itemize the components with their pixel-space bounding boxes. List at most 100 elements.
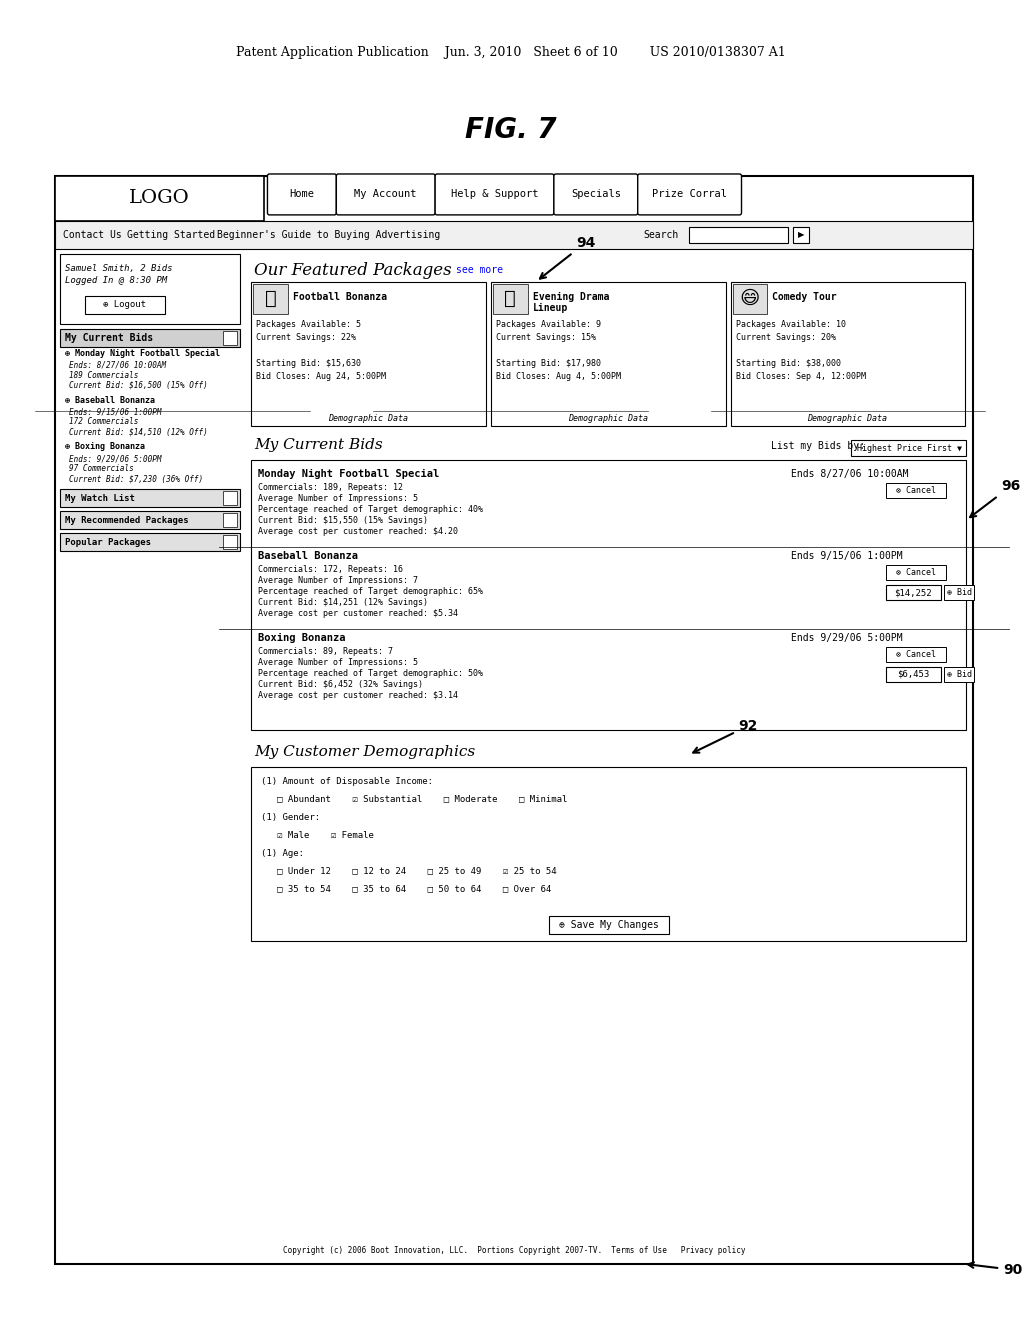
FancyBboxPatch shape xyxy=(638,174,741,215)
Text: Current Savings: 15%: Current Savings: 15% xyxy=(496,333,596,342)
Text: Average Number of Impressions: 5: Average Number of Impressions: 5 xyxy=(258,494,419,503)
Bar xyxy=(222,331,237,345)
Text: ⊗ Cancel: ⊗ Cancel xyxy=(896,568,936,577)
Text: Commercials: 172, Repeats: 16: Commercials: 172, Repeats: 16 xyxy=(258,565,403,574)
Text: Packages Available: 9: Packages Available: 9 xyxy=(496,319,601,329)
Bar xyxy=(944,667,974,682)
Text: Current Bid: $14,510 (12% Off): Current Bid: $14,510 (12% Off) xyxy=(69,428,208,437)
Bar xyxy=(59,329,240,347)
Text: ⊕ Baseball Bonanza: ⊕ Baseball Bonanza xyxy=(65,396,155,404)
Text: $14,252: $14,252 xyxy=(894,589,932,597)
Bar xyxy=(886,585,941,601)
Text: Bid Closes: Aug 24, 5:00PM: Bid Closes: Aug 24, 5:00PM xyxy=(256,372,386,380)
Text: Highest Price First ▼: Highest Price First ▼ xyxy=(857,444,962,453)
FancyBboxPatch shape xyxy=(435,174,554,215)
Text: 🏈: 🏈 xyxy=(264,289,276,309)
Text: Monday Night Football Special: Monday Night Football Special xyxy=(258,470,439,479)
Text: Prize Corral: Prize Corral xyxy=(652,190,727,199)
Text: Average Number of Impressions: 5: Average Number of Impressions: 5 xyxy=(258,657,419,667)
Text: ⊗ Cancel: ⊗ Cancel xyxy=(896,486,936,495)
Bar xyxy=(55,176,973,1263)
Bar xyxy=(222,535,237,549)
Bar xyxy=(730,281,965,426)
Text: Current Savings: 22%: Current Savings: 22% xyxy=(256,333,356,342)
Text: Contact Us: Contact Us xyxy=(62,230,122,240)
Text: Our Featured Packages: Our Featured Packages xyxy=(255,261,453,279)
Bar xyxy=(59,533,240,552)
Text: Bid Closes: Aug 4, 5:00PM: Bid Closes: Aug 4, 5:00PM xyxy=(496,372,621,380)
Text: Copyright (c) 2006 Boot Innovation, LLC.  Portions Copyright 2007-TV.  Terms of : Copyright (c) 2006 Boot Innovation, LLC.… xyxy=(283,1246,745,1255)
Bar xyxy=(55,220,973,249)
Text: see more: see more xyxy=(456,265,503,275)
Text: Starting Bid: $38,000: Starting Bid: $38,000 xyxy=(735,359,841,367)
Text: List my Bids by:: List my Bids by: xyxy=(771,441,865,451)
Text: 😄: 😄 xyxy=(739,289,760,309)
Text: Packages Available: 10: Packages Available: 10 xyxy=(735,319,846,329)
Text: (1) Gender:: (1) Gender: xyxy=(261,813,321,821)
Text: (1) Amount of Disposable Income:: (1) Amount of Disposable Income: xyxy=(261,776,433,785)
Text: 94: 94 xyxy=(540,236,595,279)
Text: 189 Commercials: 189 Commercials xyxy=(69,371,138,380)
Text: My Current Bids: My Current Bids xyxy=(65,333,153,343)
Text: Average cost per customer reached: $5.34: Average cost per customer reached: $5.34 xyxy=(258,609,459,618)
FancyBboxPatch shape xyxy=(336,174,435,215)
Text: Starting Bid: $17,980: Starting Bid: $17,980 xyxy=(496,359,601,367)
Text: Ends: 9/15/06 1:00PM: Ends: 9/15/06 1:00PM xyxy=(69,408,162,417)
Text: Current Bid: $15,550 (15% Savings): Current Bid: $15,550 (15% Savings) xyxy=(258,516,428,525)
Text: Specials: Specials xyxy=(570,190,621,199)
Bar xyxy=(254,284,289,314)
Bar xyxy=(549,916,669,935)
Text: Football Bonanza: Football Bonanza xyxy=(294,292,387,302)
Text: Beginner's Guide to Buying Advertising: Beginner's Guide to Buying Advertising xyxy=(216,230,440,240)
Bar xyxy=(222,491,237,506)
Text: ☑ Male    ☑ Female: ☑ Male ☑ Female xyxy=(261,830,375,840)
Bar xyxy=(886,565,946,581)
Text: 🎭: 🎭 xyxy=(504,289,516,309)
Text: Logged In @ 8:30 PM: Logged In @ 8:30 PM xyxy=(65,276,167,285)
Text: Bid Closes: Sep 4, 12:00PM: Bid Closes: Sep 4, 12:00PM xyxy=(735,372,865,380)
Text: Commercials: 189, Repeats: 12: Commercials: 189, Repeats: 12 xyxy=(258,483,403,492)
Text: Current Savings: 20%: Current Savings: 20% xyxy=(735,333,836,342)
Text: My Watch List: My Watch List xyxy=(65,494,135,503)
Text: ⊕ Bid: ⊕ Bid xyxy=(946,671,972,678)
Text: Help & Support: Help & Support xyxy=(451,190,539,199)
FancyBboxPatch shape xyxy=(554,174,638,215)
Text: ⊗ Cancel: ⊗ Cancel xyxy=(896,649,936,659)
Text: Average cost per customer reached: $3.14: Average cost per customer reached: $3.14 xyxy=(258,690,459,700)
Text: ⊕ Bid: ⊕ Bid xyxy=(946,589,972,597)
Bar xyxy=(492,281,726,426)
Text: Ends 9/15/06 1:00PM: Ends 9/15/06 1:00PM xyxy=(792,552,903,561)
Bar xyxy=(85,296,165,314)
Text: Percentage reached of Target demographic: 40%: Percentage reached of Target demographic… xyxy=(258,506,483,515)
Text: Ends: 8/27/06 10:00AM: Ends: 8/27/06 10:00AM xyxy=(69,360,166,370)
Bar xyxy=(886,483,946,499)
Text: (1) Age:: (1) Age: xyxy=(261,849,304,858)
Text: Percentage reached of Target demographic: 50%: Percentage reached of Target demographic… xyxy=(258,669,483,678)
Text: □ Under 12    □ 12 to 24    □ 25 to 49    ☑ 25 to 54: □ Under 12 □ 12 to 24 □ 25 to 49 ☑ 25 to… xyxy=(261,867,557,875)
Bar xyxy=(794,227,809,243)
Text: ▶: ▶ xyxy=(798,231,805,239)
Text: Evening Drama
Lineup: Evening Drama Lineup xyxy=(532,292,609,313)
Text: Average Number of Impressions: 7: Average Number of Impressions: 7 xyxy=(258,576,419,585)
Text: FIG. 7: FIG. 7 xyxy=(465,116,557,144)
Text: ⊕ Logout: ⊕ Logout xyxy=(103,300,146,309)
Text: Starting Bid: $15,630: Starting Bid: $15,630 xyxy=(256,359,361,367)
Bar xyxy=(59,511,240,529)
Text: Search: Search xyxy=(644,230,679,240)
Text: Demographic Data: Demographic Data xyxy=(807,414,887,424)
Text: Percentage reached of Target demographic: 65%: Percentage reached of Target demographic… xyxy=(258,587,483,597)
Text: Ends: 9/29/06 5:00PM: Ends: 9/29/06 5:00PM xyxy=(69,454,162,463)
Text: Current Bid: $14,251 (12% Savings): Current Bid: $14,251 (12% Savings) xyxy=(258,598,428,607)
Bar xyxy=(886,647,946,663)
Text: My Account: My Account xyxy=(354,190,417,199)
Bar xyxy=(55,176,264,220)
Text: Demographic Data: Demographic Data xyxy=(329,414,409,424)
Bar xyxy=(688,227,788,243)
Text: 96: 96 xyxy=(970,479,1020,517)
Text: Ends 8/27/06 10:00AM: Ends 8/27/06 10:00AM xyxy=(792,470,909,479)
Bar xyxy=(851,441,966,457)
Text: Samuel Smith, 2 Bids: Samuel Smith, 2 Bids xyxy=(65,264,172,273)
Bar xyxy=(252,281,486,426)
FancyBboxPatch shape xyxy=(267,174,336,215)
Text: Boxing Bonanza: Boxing Bonanza xyxy=(258,634,346,643)
